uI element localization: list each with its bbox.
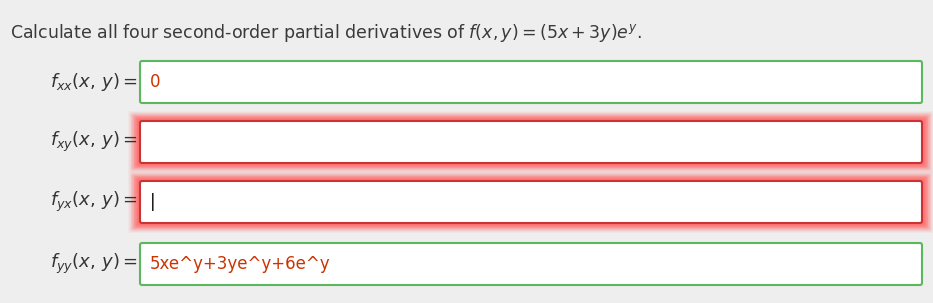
Text: $f_{xy}(x,\,y) =$: $f_{xy}(x,\,y) =$	[50, 130, 138, 154]
Text: 0: 0	[150, 73, 160, 91]
FancyBboxPatch shape	[134, 116, 928, 168]
Text: 5xe^y+3ye^y+6e^y: 5xe^y+3ye^y+6e^y	[150, 255, 330, 273]
FancyBboxPatch shape	[128, 111, 933, 173]
FancyBboxPatch shape	[140, 243, 922, 285]
FancyBboxPatch shape	[131, 174, 931, 231]
FancyBboxPatch shape	[137, 178, 925, 225]
FancyBboxPatch shape	[132, 115, 929, 169]
Text: $f_{yy}(x,\,y) =$: $f_{yy}(x,\,y) =$	[50, 252, 138, 276]
Text: $f_{yx}(x,\,y) =$: $f_{yx}(x,\,y) =$	[50, 190, 138, 214]
FancyBboxPatch shape	[130, 112, 932, 172]
FancyBboxPatch shape	[138, 120, 924, 164]
FancyBboxPatch shape	[132, 175, 929, 229]
FancyBboxPatch shape	[135, 117, 926, 167]
FancyBboxPatch shape	[131, 114, 931, 171]
FancyBboxPatch shape	[135, 177, 926, 227]
FancyBboxPatch shape	[134, 176, 928, 228]
FancyBboxPatch shape	[130, 172, 932, 232]
FancyBboxPatch shape	[128, 171, 933, 233]
Text: |: |	[150, 193, 156, 211]
FancyBboxPatch shape	[140, 181, 922, 223]
FancyBboxPatch shape	[140, 61, 922, 103]
Text: Calculate all four second-order partial derivatives of $f(x, y) = (5x + 3y)e^y$.: Calculate all four second-order partial …	[10, 22, 642, 44]
Text: $f_{xx}(x,\,y) =$: $f_{xx}(x,\,y) =$	[50, 71, 138, 93]
FancyBboxPatch shape	[138, 180, 924, 224]
FancyBboxPatch shape	[137, 118, 925, 165]
FancyBboxPatch shape	[140, 121, 922, 163]
